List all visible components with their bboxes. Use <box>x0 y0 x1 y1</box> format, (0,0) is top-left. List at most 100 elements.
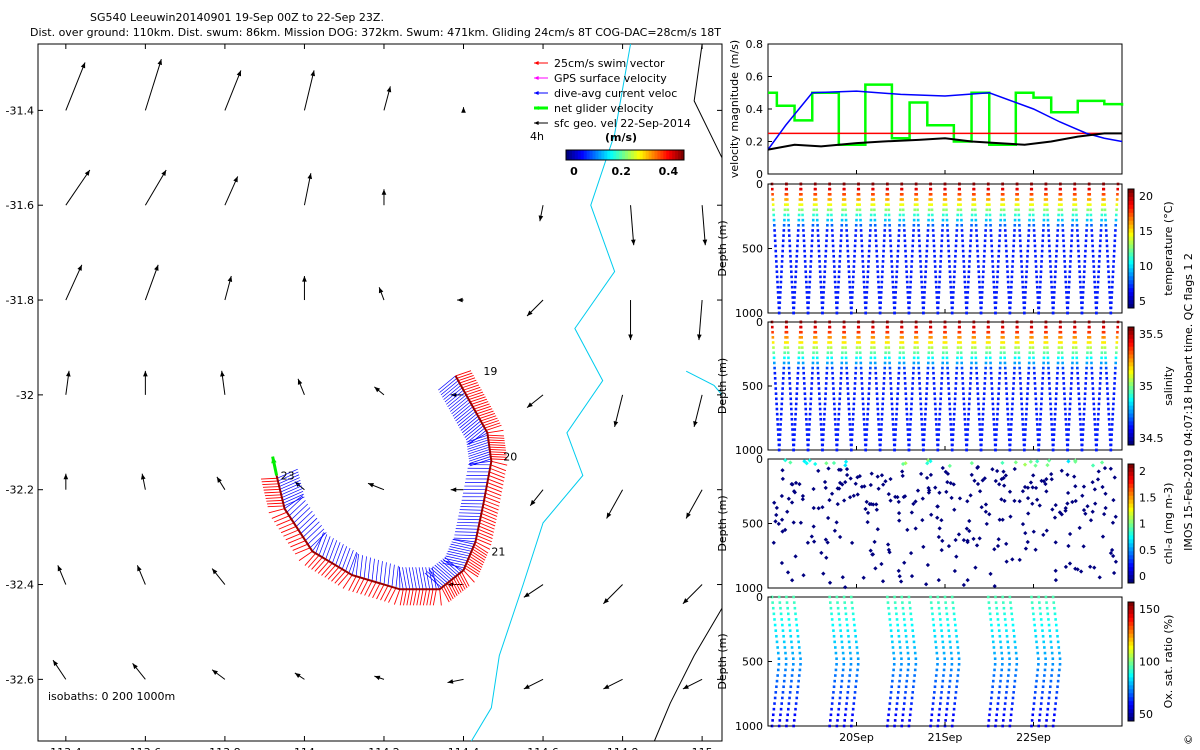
data-point <box>886 719 890 722</box>
data-point <box>810 244 814 248</box>
cbar-cell <box>1128 629 1134 635</box>
data-point <box>941 640 945 644</box>
data-point <box>1090 371 1094 375</box>
data-point <box>1092 565 1097 570</box>
data-point <box>1104 229 1108 232</box>
data-point <box>783 351 786 355</box>
data-point <box>1059 512 1064 517</box>
data-point <box>937 433 940 436</box>
data-point <box>965 438 969 442</box>
data-point <box>1045 713 1049 717</box>
data-point <box>1005 387 1008 390</box>
colorbar-cell <box>577 150 582 160</box>
data-point <box>987 601 991 604</box>
cbar-cell <box>1128 527 1134 532</box>
data-point <box>786 707 790 711</box>
data-point <box>879 561 884 567</box>
data-point <box>914 663 918 666</box>
data-point <box>929 601 933 604</box>
data-point <box>839 244 842 248</box>
data-point <box>1082 275 1086 279</box>
data-point <box>877 296 881 299</box>
data-point <box>983 502 989 507</box>
data-point <box>918 392 922 395</box>
data-point <box>771 330 774 334</box>
data-point <box>952 568 957 574</box>
data-point <box>1062 249 1066 253</box>
cbar-tick-label: 0 <box>1139 570 1146 583</box>
data-point <box>991 270 995 274</box>
data-point <box>852 402 856 406</box>
data-point <box>1071 361 1074 365</box>
data-point <box>954 696 957 700</box>
data-point <box>1054 265 1058 268</box>
data-point <box>804 412 808 416</box>
data-point <box>870 208 873 212</box>
swim-vector <box>488 475 505 482</box>
data-point <box>781 696 784 700</box>
data-point <box>888 229 892 232</box>
data-point <box>980 306 983 310</box>
data-point <box>944 203 948 206</box>
data-point <box>849 448 853 452</box>
data-point <box>816 468 821 473</box>
data-point <box>821 448 824 452</box>
swim-vector <box>429 589 434 606</box>
data-point <box>835 443 839 447</box>
dive-avg-current-vector <box>283 496 305 507</box>
data-point <box>1115 346 1118 349</box>
swim-vector <box>477 410 494 417</box>
geo-vector-head <box>523 592 530 598</box>
data-point <box>1029 198 1032 201</box>
dive-avg-current-vector <box>460 506 483 508</box>
data-point <box>1026 511 1031 516</box>
data-point <box>1061 356 1064 360</box>
data-point <box>934 674 938 677</box>
data-point <box>772 213 776 217</box>
data-point <box>808 412 812 416</box>
data-point <box>948 685 951 689</box>
data-point <box>1106 392 1109 395</box>
data-point <box>889 239 892 243</box>
data-point <box>785 595 788 599</box>
dive-avg-current-vector <box>444 558 467 564</box>
data-point <box>1113 234 1117 237</box>
swim-vector <box>292 543 308 551</box>
data-point <box>1025 270 1028 274</box>
data-point <box>1097 270 1100 274</box>
data-point <box>1072 336 1076 339</box>
data-point <box>820 505 825 510</box>
data-point <box>983 509 988 514</box>
data-point <box>1076 229 1079 232</box>
data-point <box>779 606 782 610</box>
data-point <box>1107 412 1111 416</box>
data-point <box>1043 346 1046 349</box>
data-point <box>845 234 849 237</box>
data-point <box>961 582 966 588</box>
data-point <box>789 402 793 406</box>
data-point <box>1116 182 1120 186</box>
data-point <box>908 719 911 722</box>
data-point <box>926 229 930 232</box>
data-point <box>1034 634 1038 638</box>
data-point <box>978 296 982 299</box>
swim-vector <box>490 456 507 458</box>
data-point <box>982 392 986 395</box>
data-point <box>954 554 959 559</box>
data-point <box>948 480 953 486</box>
data-point <box>941 223 944 227</box>
data-point <box>831 696 835 700</box>
data-point <box>972 320 976 324</box>
geo-vector-head <box>450 487 457 493</box>
data-point <box>828 719 832 722</box>
dive-avg-current-vector <box>309 532 327 549</box>
data-point <box>947 382 950 385</box>
data-point <box>822 280 826 284</box>
data-point <box>837 486 842 491</box>
data-point <box>770 325 774 329</box>
data-point <box>805 280 808 284</box>
data-point <box>959 346 963 349</box>
legend-label-4: sfc geo. vel 22-Sep-2014 <box>554 117 691 130</box>
dive-avg-current-vector <box>452 539 475 545</box>
data-point <box>1014 668 1018 672</box>
